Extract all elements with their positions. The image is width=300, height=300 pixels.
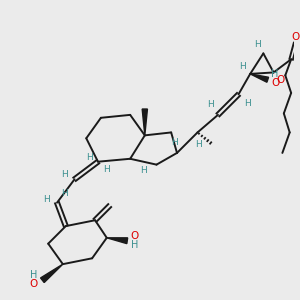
Text: H: H bbox=[44, 195, 50, 204]
Text: H: H bbox=[131, 240, 138, 250]
Polygon shape bbox=[250, 74, 268, 82]
Text: H: H bbox=[244, 99, 250, 108]
Text: H: H bbox=[86, 153, 93, 162]
Text: O: O bbox=[271, 78, 279, 88]
Polygon shape bbox=[142, 109, 147, 135]
Polygon shape bbox=[40, 264, 63, 283]
Text: H: H bbox=[239, 62, 246, 71]
Text: H: H bbox=[61, 170, 68, 179]
Text: H: H bbox=[171, 138, 178, 147]
Text: H: H bbox=[103, 164, 110, 173]
Polygon shape bbox=[107, 238, 128, 244]
Text: O: O bbox=[29, 279, 38, 289]
Text: H: H bbox=[30, 270, 37, 280]
Text: H: H bbox=[207, 100, 214, 109]
Text: O: O bbox=[130, 231, 139, 241]
Text: O: O bbox=[291, 32, 300, 42]
Text: H: H bbox=[140, 166, 147, 175]
Text: O: O bbox=[277, 75, 285, 85]
Text: H: H bbox=[254, 40, 261, 49]
Text: H: H bbox=[196, 140, 202, 148]
Text: H: H bbox=[272, 69, 279, 79]
Text: H: H bbox=[61, 189, 68, 198]
